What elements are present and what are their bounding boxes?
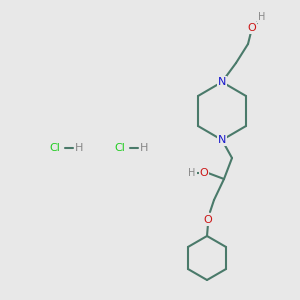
Text: Cl: Cl (50, 143, 60, 153)
Text: H: H (188, 168, 196, 178)
Text: O: O (200, 168, 208, 178)
Text: N: N (218, 135, 226, 145)
Text: O: O (204, 215, 212, 225)
Text: H: H (75, 143, 83, 153)
Text: O: O (248, 23, 256, 33)
Text: Cl: Cl (115, 143, 125, 153)
Text: H: H (140, 143, 148, 153)
Text: H: H (258, 12, 266, 22)
Text: N: N (218, 77, 226, 87)
